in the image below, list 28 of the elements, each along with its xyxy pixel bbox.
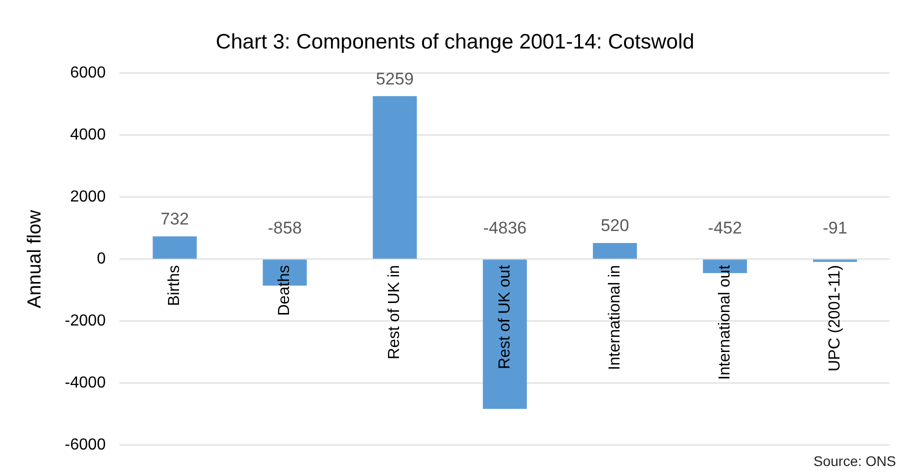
bar [592, 242, 637, 259]
source-note: Source: ONS [814, 453, 896, 469]
x-tick-label: Deaths [276, 265, 294, 316]
y-tick-label: -2000 [64, 312, 106, 330]
bar [482, 260, 527, 409]
x-tick-label: Births [166, 265, 184, 306]
data-label: 520 [600, 216, 630, 236]
x-tick-label: Rest of UK in [386, 265, 404, 360]
y-tick-label: 6000 [70, 64, 106, 82]
x-tick-label: Rest of UK out [496, 264, 514, 370]
bar [372, 96, 417, 259]
data-label: 5259 [376, 69, 414, 88]
y-tick-label: -4000 [64, 374, 106, 392]
data-label: -91 [822, 218, 848, 238]
y-tick-label: 0 [96, 250, 106, 268]
data-label: 732 [160, 210, 189, 229]
y-tick-label: 4000 [70, 126, 106, 144]
x-tick-label: International in [606, 265, 624, 370]
bar [152, 236, 197, 259]
y-axis-title: Annual flow [24, 210, 46, 308]
data-label: -4836 [483, 218, 527, 238]
x-tick-label: International out [716, 264, 734, 380]
data-label: -858 [268, 218, 302, 238]
y-tick-label: -6000 [64, 436, 106, 454]
x-tick-label: UPC (2001-11) [826, 265, 844, 372]
data-label: -452 [708, 218, 742, 238]
y-tick-label: 2000 [70, 188, 106, 206]
chart-title: Chart 3: Components of change 2001-14: Cotswold [216, 30, 694, 54]
